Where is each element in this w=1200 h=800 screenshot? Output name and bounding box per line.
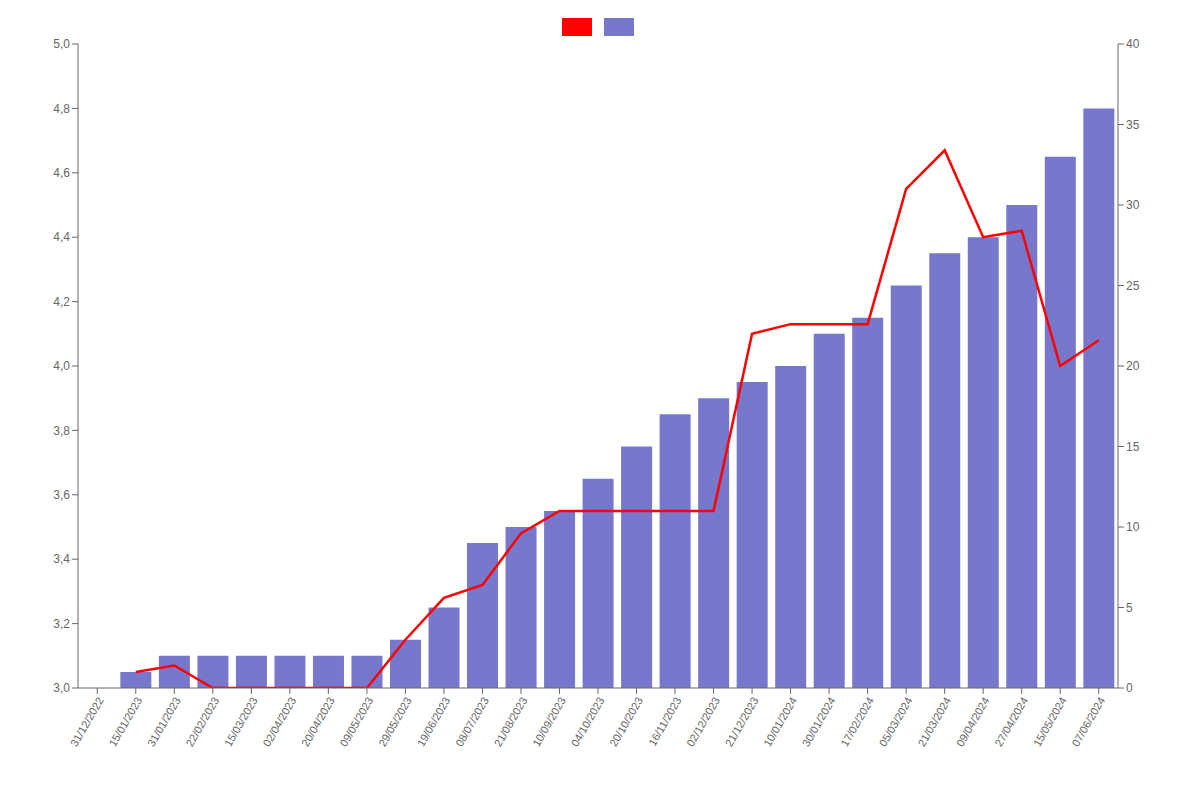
- svg-text:10/01/2024: 10/01/2024: [761, 695, 799, 749]
- svg-text:20/10/2023: 20/10/2023: [607, 695, 645, 749]
- svg-text:09/04/2024: 09/04/2024: [954, 695, 992, 749]
- svg-text:21/03/2024: 21/03/2024: [915, 695, 953, 749]
- svg-text:21/12/2023: 21/12/2023: [723, 695, 761, 749]
- svg-text:05/03/2024: 05/03/2024: [877, 695, 915, 749]
- svg-text:09/05/2023: 09/05/2023: [337, 695, 375, 749]
- svg-text:29/05/2023: 29/05/2023: [376, 695, 414, 749]
- svg-text:15/03/2023: 15/03/2023: [222, 695, 260, 749]
- svg-text:19/06/2023: 19/06/2023: [414, 695, 452, 749]
- svg-text:07/06/2024: 07/06/2024: [1069, 695, 1107, 749]
- svg-text:04/10/2023: 04/10/2023: [569, 695, 607, 749]
- svg-text:3,4: 3,4: [53, 552, 70, 566]
- svg-text:27/04/2024: 27/04/2024: [992, 695, 1030, 749]
- svg-text:40: 40: [1126, 37, 1140, 51]
- svg-text:10/09/2023: 10/09/2023: [530, 695, 568, 749]
- svg-text:3,2: 3,2: [53, 617, 70, 631]
- svg-text:3,6: 3,6: [53, 488, 70, 502]
- svg-text:16/11/2023: 16/11/2023: [646, 695, 684, 748]
- svg-text:20/04/2023: 20/04/2023: [299, 695, 337, 749]
- svg-text:08/07/2023: 08/07/2023: [453, 695, 491, 749]
- svg-text:10: 10: [1126, 520, 1140, 534]
- svg-text:4,8: 4,8: [53, 102, 70, 116]
- svg-text:15: 15: [1126, 440, 1140, 454]
- svg-text:3,8: 3,8: [53, 424, 70, 438]
- svg-text:31/12/2022: 31/12/2022: [68, 695, 106, 749]
- svg-text:4,4: 4,4: [53, 230, 70, 244]
- svg-text:4,0: 4,0: [53, 359, 70, 373]
- svg-text:35: 35: [1126, 118, 1140, 132]
- svg-text:30/01/2024: 30/01/2024: [800, 695, 838, 749]
- svg-text:22/02/2023: 22/02/2023: [183, 695, 221, 749]
- svg-text:4,2: 4,2: [53, 295, 70, 309]
- svg-text:5: 5: [1126, 601, 1133, 615]
- svg-text:5,0: 5,0: [53, 37, 70, 51]
- svg-text:3,0: 3,0: [53, 681, 70, 695]
- svg-text:20: 20: [1126, 359, 1140, 373]
- svg-text:4,6: 4,6: [53, 166, 70, 180]
- svg-text:25: 25: [1126, 279, 1140, 293]
- svg-text:21/08/2023: 21/08/2023: [492, 695, 530, 749]
- svg-text:02/04/2023: 02/04/2023: [260, 695, 298, 749]
- svg-text:02/12/2023: 02/12/2023: [684, 695, 722, 749]
- svg-text:30: 30: [1126, 198, 1140, 212]
- svg-text:15/01/2023: 15/01/2023: [106, 695, 144, 749]
- svg-text:17/02/2024: 17/02/2024: [838, 695, 876, 749]
- svg-text:15/05/2024: 15/05/2024: [1031, 695, 1069, 749]
- svg-text:0: 0: [1126, 681, 1133, 695]
- svg-text:31/01/2023: 31/01/2023: [145, 695, 183, 749]
